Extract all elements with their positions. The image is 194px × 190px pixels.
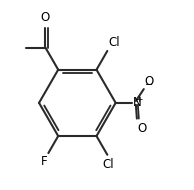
Text: Cl: Cl	[108, 36, 120, 49]
Text: O: O	[138, 122, 147, 135]
Text: Cl: Cl	[102, 158, 114, 171]
Text: +: +	[135, 95, 143, 104]
Text: −: −	[145, 80, 153, 90]
Text: N: N	[133, 96, 141, 109]
Text: O: O	[144, 74, 154, 88]
Text: F: F	[41, 155, 47, 168]
Text: O: O	[41, 11, 50, 24]
